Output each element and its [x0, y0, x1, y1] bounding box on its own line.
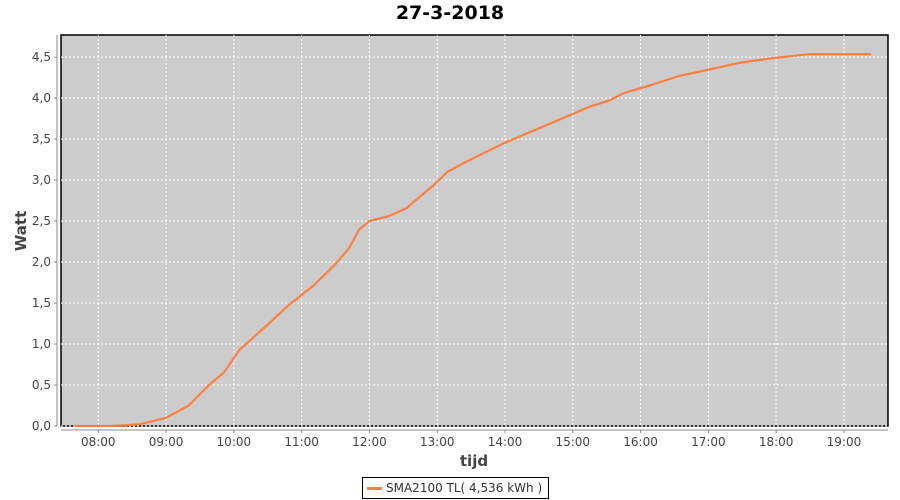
axis-ticks: 0,0 0,5 1,0 1,5 2,0 2,5 3,0 3,5 4,0 4,5 08:00 09:00…	[32, 50, 861, 449]
x-tick-label: 14:00	[488, 435, 523, 449]
y-tick-label: 2,5	[32, 214, 51, 228]
x-tick-label: 09:00	[149, 435, 184, 449]
x-tick-label: 08:00	[81, 435, 116, 449]
chart-title: 27-3-2018	[395, 2, 505, 24]
y-tick-label: 1,5	[32, 296, 51, 310]
x-tick-label: 18:00	[759, 435, 794, 449]
series-line	[74, 53, 872, 428]
y-tick-label: 4,5	[32, 50, 51, 64]
x-tick-label: 15:00	[555, 435, 590, 449]
x-tick-label: 16:00	[623, 435, 658, 449]
y-tick-label: 4,0	[32, 91, 51, 105]
y-axis-label: Watt	[12, 211, 30, 251]
legend: SMA2100 TL( 4,536 kWh )	[362, 477, 550, 499]
x-tick-label: 17:00	[691, 435, 726, 449]
series-lines	[74, 53, 872, 428]
y-tick-label: 3,5	[32, 132, 51, 146]
y-tick-label: 0,0	[32, 419, 51, 433]
y-tick-label: 2,0	[32, 255, 51, 269]
x-tick-label: 10:00	[217, 435, 252, 449]
gridlines	[61, 35, 888, 427]
y-tick-label: 3,0	[32, 173, 51, 187]
x-tick-label: 19:00	[827, 435, 862, 449]
y-tick-label: 0,5	[32, 378, 51, 392]
y-tick-label: 1,0	[32, 337, 51, 351]
x-tick-label: 13:00	[420, 435, 455, 449]
x-tick-label: 11:00	[284, 435, 319, 449]
x-axis-label: tijd	[460, 452, 488, 470]
x-tick-label: 12:00	[352, 435, 387, 449]
legend-label: SMA2100 TL( 4,536 kWh )	[386, 481, 543, 495]
plot-area	[60, 34, 889, 427]
legend-swatch	[367, 486, 382, 490]
